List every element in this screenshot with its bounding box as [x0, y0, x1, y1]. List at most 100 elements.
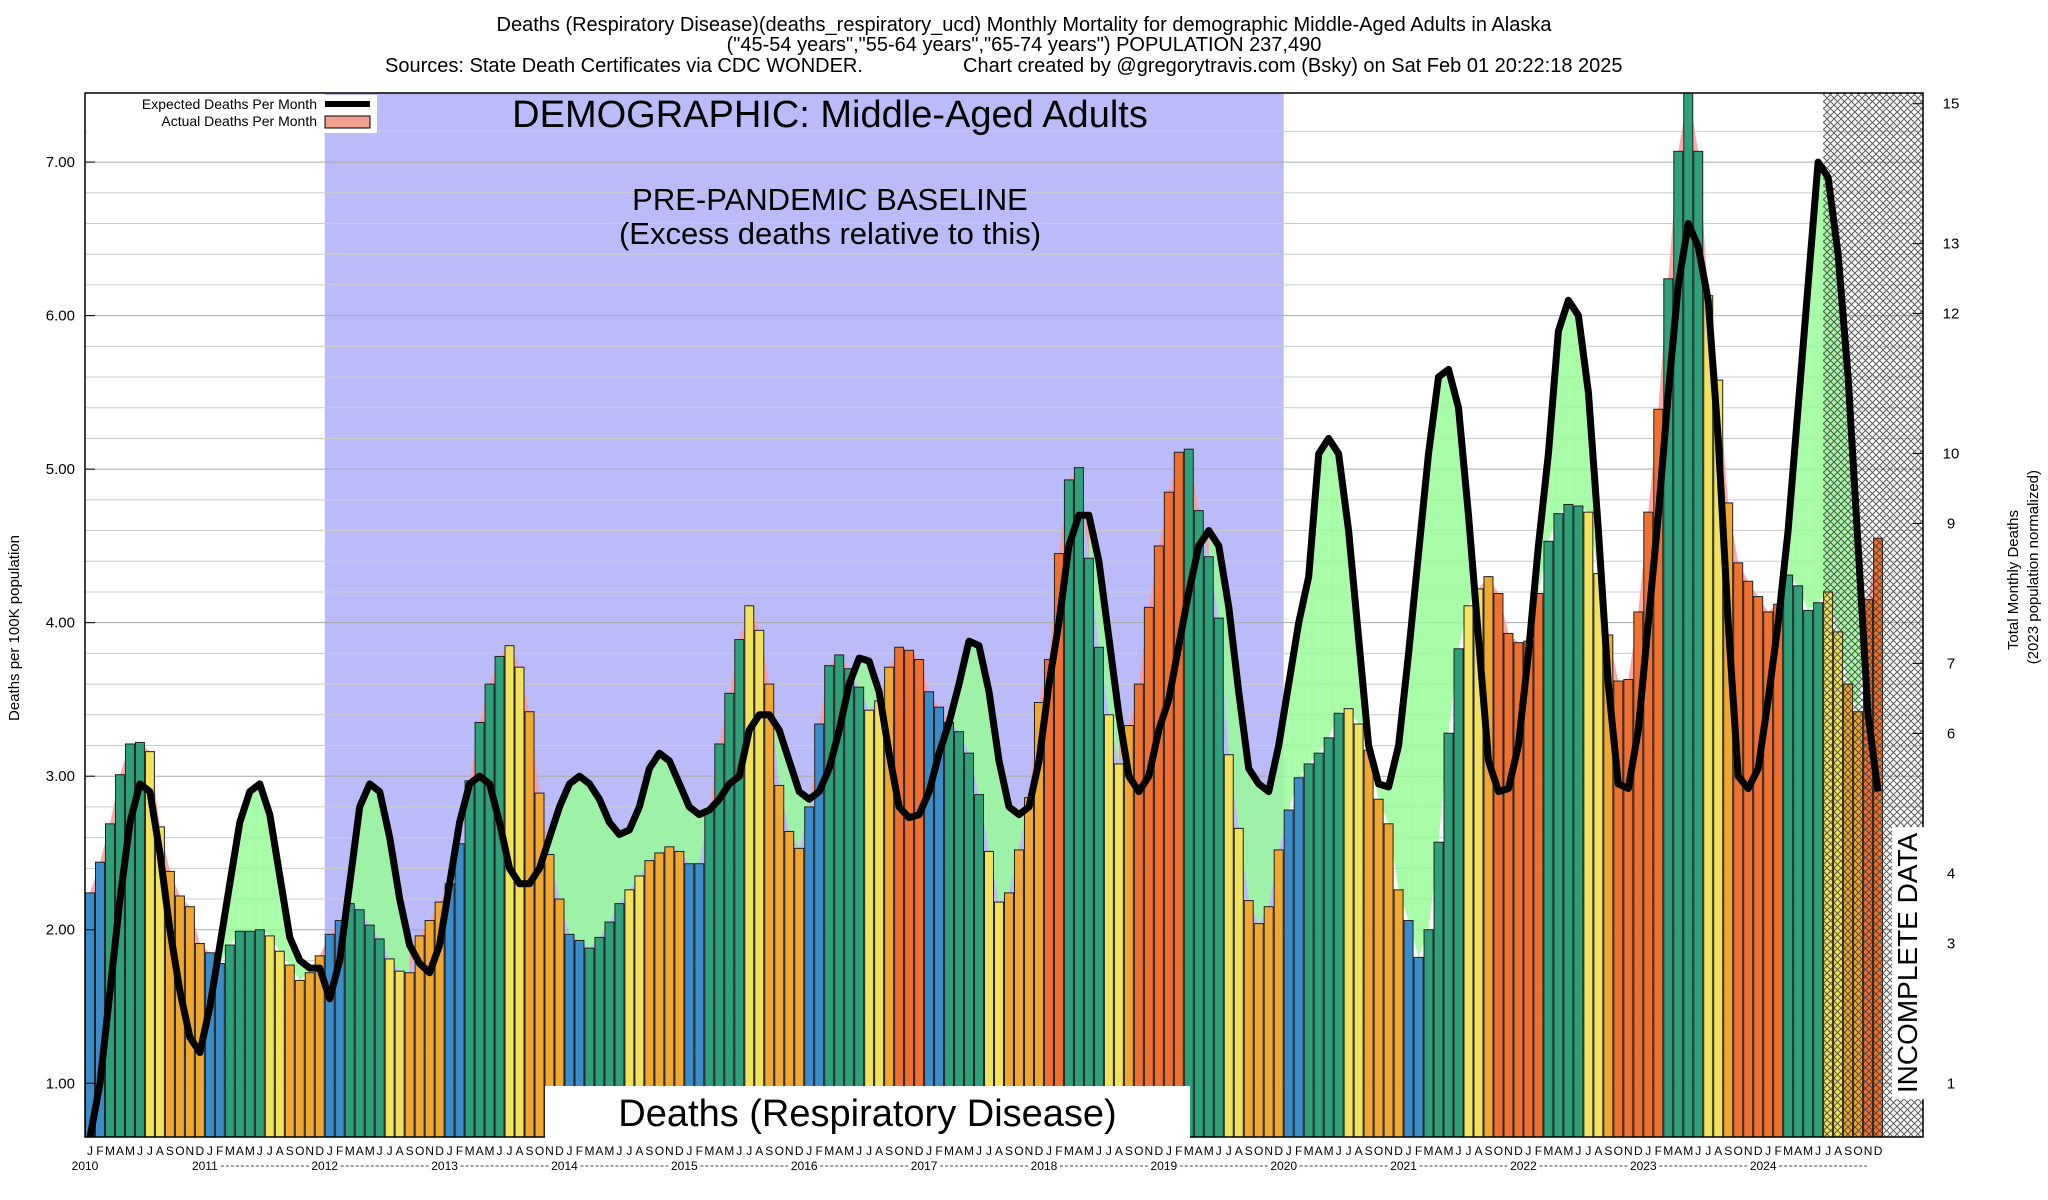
month-label: N [1264, 1144, 1273, 1158]
month-label: J [686, 1144, 692, 1158]
data-bar [1323, 737, 1334, 1138]
month-label: M [1683, 1144, 1693, 1158]
month-label: A [595, 1144, 603, 1158]
right-tick-label: 15 [1943, 96, 1960, 113]
year-label: 2015 [671, 1159, 698, 1173]
gap-fill [599, 799, 610, 938]
data-bar [1793, 585, 1804, 1138]
data-bar [1453, 648, 1464, 1138]
month-label: F [96, 1144, 103, 1158]
data-bar [874, 700, 885, 1138]
data-bar [1753, 596, 1764, 1138]
month-label: S [286, 1144, 294, 1158]
legend-expected-label: Expected Deaths Per Month [142, 96, 317, 112]
gap-fill [589, 783, 600, 949]
data-bar [214, 963, 225, 1138]
month-label: J [447, 1144, 453, 1158]
month-label: A [1315, 1144, 1323, 1158]
data-bar [234, 930, 245, 1138]
gap-fill [659, 753, 670, 853]
left-axis-label: Deaths per 100K population [6, 535, 23, 721]
chart-credit: Chart created by @gregorytravis.com (Bsk… [963, 55, 1623, 77]
month-label: M [724, 1144, 734, 1158]
month-label: D [435, 1144, 444, 1158]
data-bar [394, 970, 405, 1138]
month-label: M [944, 1144, 954, 1158]
month-label: A [1195, 1144, 1203, 1158]
gap-fill [309, 955, 320, 973]
data-bar [904, 649, 915, 1138]
month-label: A [755, 1144, 763, 1158]
month-label: N [665, 1144, 674, 1158]
month-label: O [1853, 1144, 1862, 1158]
month-label: M [1424, 1144, 1434, 1158]
month-label: A [1355, 1144, 1363, 1158]
year-label: 2017 [911, 1159, 938, 1173]
month-label: D [1514, 1144, 1523, 1158]
data-bar [1693, 150, 1704, 1138]
month-label: J [1166, 1144, 1172, 1158]
month-label: M [1543, 1144, 1553, 1158]
month-label: J [497, 1144, 503, 1158]
month-label: J [377, 1144, 383, 1158]
data-bar [1173, 451, 1184, 1138]
month-label: J [1815, 1144, 1821, 1158]
data-bar [1623, 678, 1634, 1138]
data-bar [1293, 777, 1304, 1138]
month-label: A [356, 1144, 364, 1158]
month-label: J [1465, 1144, 1471, 1158]
data-bar [1393, 889, 1404, 1138]
month-label: F [1535, 1144, 1542, 1158]
month-label: J [1406, 1144, 1412, 1158]
gap-fill [249, 783, 260, 932]
month-label: N [1145, 1144, 1154, 1158]
month-label: A [156, 1144, 164, 1158]
data-bar [1133, 683, 1144, 1138]
month-label: S [1005, 1144, 1013, 1158]
gap-fill [1228, 607, 1239, 829]
month-label: S [406, 1144, 414, 1158]
month-label: M [1184, 1144, 1194, 1158]
data-bar [1113, 763, 1124, 1138]
gap-fill [609, 822, 620, 923]
data-bar [734, 639, 745, 1138]
data-bar [964, 752, 975, 1138]
month-label: N [1624, 1144, 1633, 1158]
month-label: J [1705, 1144, 1711, 1158]
year-label: 2012 [311, 1159, 338, 1173]
gap-fill [959, 641, 970, 754]
legend-actual-swatch [324, 115, 371, 129]
month-label: N [785, 1144, 794, 1158]
data-bar [1383, 823, 1394, 1138]
month-label: J [1096, 1144, 1102, 1158]
month-label: N [1744, 1144, 1753, 1158]
month-label: M [584, 1144, 594, 1158]
data-bar [1593, 573, 1604, 1138]
expected-line [86, 158, 1882, 1138]
y-tick-label: 1.00 [46, 1075, 75, 1092]
data-bar [1253, 923, 1264, 1138]
month-label: N [1504, 1144, 1513, 1158]
month-label: J [1226, 1144, 1232, 1158]
gap-fill [1308, 453, 1319, 764]
month-label: S [526, 1144, 534, 1158]
year-label: 2014 [551, 1159, 578, 1173]
month-label: M [345, 1144, 355, 1158]
data-bar [524, 711, 535, 1138]
year-label: 2010 [72, 1159, 99, 1173]
data-bar [754, 629, 765, 1138]
data-bar [224, 944, 235, 1138]
data-bar [1213, 617, 1224, 1138]
gap-fill [1438, 369, 1449, 843]
month-label: D [1154, 1144, 1163, 1158]
month-label: A [476, 1144, 484, 1158]
month-label: J [1575, 1144, 1581, 1158]
month-label: N [1384, 1144, 1393, 1158]
month-label: N [905, 1144, 914, 1158]
month-label: M [1663, 1144, 1673, 1158]
data-bar [894, 646, 905, 1138]
month-label: S [1245, 1144, 1253, 1158]
month-label: J [746, 1144, 752, 1158]
data-bar [1773, 603, 1784, 1138]
gap-fill [789, 760, 800, 849]
